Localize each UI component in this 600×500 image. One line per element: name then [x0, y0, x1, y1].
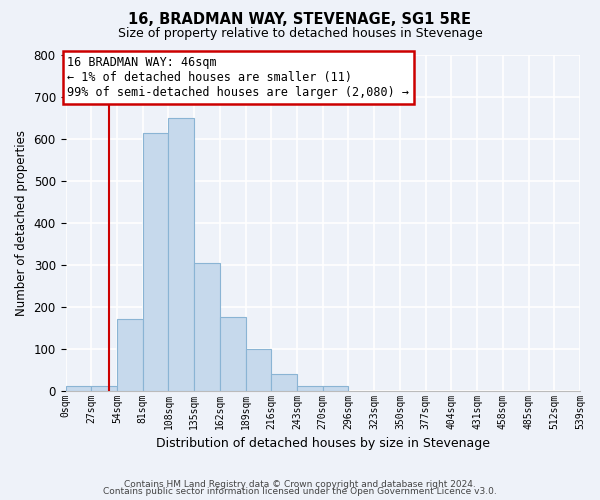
Bar	[143, 132, 169, 390]
Y-axis label: Number of detached properties: Number of detached properties	[15, 130, 28, 316]
Bar	[245, 348, 271, 391]
Bar	[297, 386, 323, 390]
Bar	[220, 317, 245, 390]
Bar	[271, 374, 297, 390]
Bar	[65, 386, 91, 390]
Text: Contains public sector information licensed under the Open Government Licence v3: Contains public sector information licen…	[103, 488, 497, 496]
Bar	[91, 386, 117, 390]
Bar	[117, 320, 143, 390]
Bar	[194, 262, 220, 390]
Text: Contains HM Land Registry data © Crown copyright and database right 2024.: Contains HM Land Registry data © Crown c…	[124, 480, 476, 489]
X-axis label: Distribution of detached houses by size in Stevenage: Distribution of detached houses by size …	[156, 437, 490, 450]
Text: 16 BRADMAN WAY: 46sqm
← 1% of detached houses are smaller (11)
99% of semi-detac: 16 BRADMAN WAY: 46sqm ← 1% of detached h…	[67, 56, 409, 99]
Text: Size of property relative to detached houses in Stevenage: Size of property relative to detached ho…	[118, 28, 482, 40]
Bar	[169, 118, 194, 390]
Bar	[323, 386, 349, 390]
Text: 16, BRADMAN WAY, STEVENAGE, SG1 5RE: 16, BRADMAN WAY, STEVENAGE, SG1 5RE	[128, 12, 472, 28]
